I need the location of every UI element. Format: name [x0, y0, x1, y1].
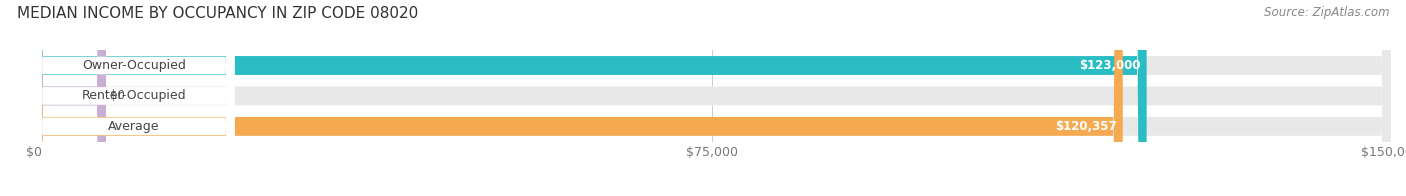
FancyBboxPatch shape [34, 0, 235, 196]
Text: Average: Average [108, 120, 160, 133]
FancyBboxPatch shape [34, 0, 1147, 196]
Text: Renter-Occupied: Renter-Occupied [82, 89, 187, 103]
Text: Source: ZipAtlas.com: Source: ZipAtlas.com [1264, 6, 1389, 19]
FancyBboxPatch shape [34, 0, 1391, 196]
Text: $0: $0 [110, 89, 125, 103]
Text: $123,000: $123,000 [1080, 59, 1140, 72]
FancyBboxPatch shape [34, 0, 1391, 196]
Text: MEDIAN INCOME BY OCCUPANCY IN ZIP CODE 08020: MEDIAN INCOME BY OCCUPANCY IN ZIP CODE 0… [17, 6, 418, 21]
FancyBboxPatch shape [34, 0, 1123, 196]
FancyBboxPatch shape [34, 0, 1391, 196]
FancyBboxPatch shape [34, 0, 235, 196]
FancyBboxPatch shape [34, 0, 235, 196]
Text: $120,357: $120,357 [1054, 120, 1116, 133]
FancyBboxPatch shape [34, 0, 105, 196]
Text: Owner-Occupied: Owner-Occupied [82, 59, 186, 72]
